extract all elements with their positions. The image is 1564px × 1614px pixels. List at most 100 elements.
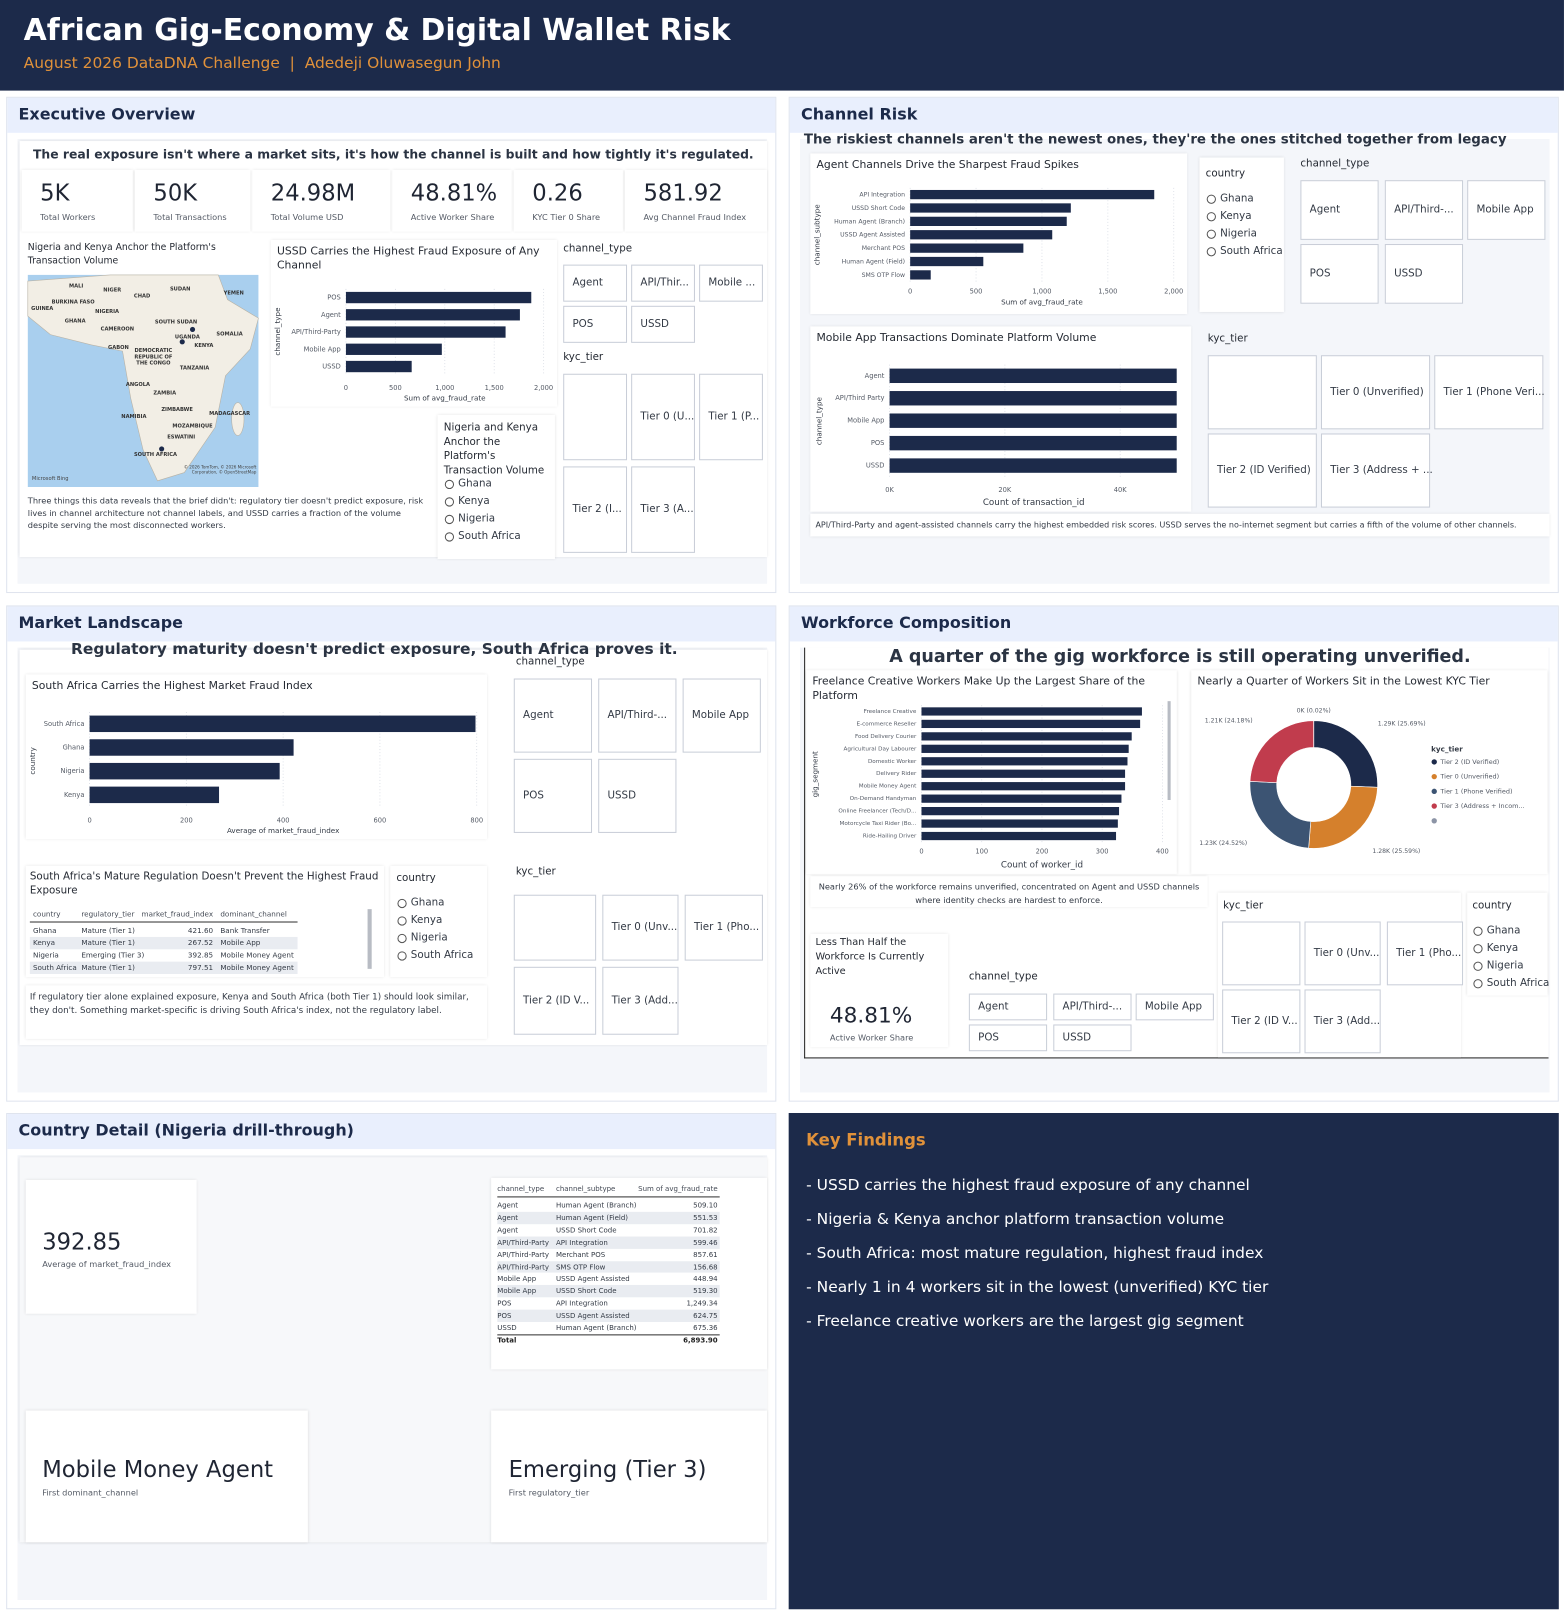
table-cell: Agent <box>497 1201 519 1210</box>
radio-button[interactable] <box>397 951 407 961</box>
map-label: SOUTH SUDAN <box>154 319 198 326</box>
chart-layer <box>27 274 259 488</box>
table-cell: USSD Agent Assisted <box>555 1311 630 1321</box>
radio-button[interactable] <box>444 514 455 525</box>
donut-slice <box>1313 720 1378 788</box>
bar <box>345 360 412 373</box>
slicer-title: channel_type <box>1300 158 1370 170</box>
slicer-tile[interactable]: API/Third-... <box>1384 180 1464 240</box>
bar <box>89 786 220 804</box>
radio-button[interactable] <box>1206 212 1216 222</box>
slicer-tile[interactable]: POS <box>968 1024 1048 1052</box>
slicer-tile[interactable]: Tier 2 (ID V... <box>513 966 597 1035</box>
bar <box>921 757 1128 766</box>
chart-title: Mobile App Transactions Dominate Platfor… <box>816 331 1097 344</box>
slicer-tile[interactable] <box>1207 355 1317 430</box>
table-cell: Nigeria <box>32 951 59 960</box>
slicer-tile[interactable]: Mobile ... <box>699 264 763 302</box>
slicer-tile[interactable]: Agent <box>513 678 593 753</box>
slicer-option: POS <box>1309 268 1331 280</box>
radio-button[interactable] <box>1473 926 1483 936</box>
radio-button[interactable] <box>1473 961 1483 971</box>
slicer-tile[interactable]: API/Third-... <box>1053 993 1132 1021</box>
kpi-card <box>392 169 512 232</box>
legend-marker <box>1431 773 1437 780</box>
x-tick-label: 400 <box>1156 847 1169 855</box>
radio-button[interactable] <box>1206 247 1216 257</box>
radio-button[interactable] <box>444 532 455 542</box>
table-cell: South Africa <box>32 963 77 972</box>
slicer-tile[interactable]: POS <box>513 758 593 833</box>
radio-button[interactable] <box>1206 194 1216 204</box>
slicer-tile[interactable]: Tier 0 (Unv... <box>602 894 679 961</box>
slicer-tile[interactable]: Agent <box>968 993 1048 1021</box>
slicer-tile[interactable]: Tier 1 (Phone Veri... <box>1434 355 1545 430</box>
slicer-tile[interactable]: POS <box>563 305 628 343</box>
slicer-tile[interactable]: Tier 1 (P... <box>699 373 763 461</box>
slicer-tile[interactable]: Tier 0 (U... <box>631 373 695 461</box>
slicer-tile[interactable]: USSD <box>1384 244 1464 304</box>
radio-button[interactable] <box>1206 229 1216 239</box>
slicer-tile[interactable]: Agent <box>1300 180 1379 240</box>
scrollbar <box>367 909 372 969</box>
slicer-tile[interactable]: Tier 1 (Pho... <box>1386 921 1464 986</box>
note: Three things this data reveals that the … <box>27 496 424 531</box>
bar <box>921 831 1117 841</box>
radio-button[interactable] <box>444 479 455 490</box>
kpi-card <box>513 169 623 232</box>
slicer-option: Tier 1 (P... <box>708 411 760 423</box>
y-tick-label: Agent <box>321 311 341 319</box>
kpi-label: Average of market_fraud_index <box>42 1259 172 1269</box>
slicer-tile[interactable]: Tier 2 (ID Verified) <box>1207 433 1317 508</box>
slicer-tile[interactable]: USSD <box>598 758 677 833</box>
slicer-option: USSD <box>640 318 669 330</box>
map-label: SOMALIA <box>216 331 243 338</box>
y-tick-label: Food Delivery Courier <box>855 734 917 740</box>
chart-title: Freelance Creative Workers Make Up the L… <box>812 675 1145 703</box>
x-tick-label: 2,000 <box>1164 287 1183 295</box>
slicer-tile[interactable]: Tier 1 (Pho... <box>684 894 763 961</box>
slicer-tile[interactable]: Tier 0 (Unverified) <box>1320 355 1431 430</box>
slicer-title: channel_type <box>563 243 633 255</box>
data-label: 0K (0.02%) <box>1297 707 1331 714</box>
slicer-tile[interactable]: Agent <box>563 264 628 302</box>
slicer-tile[interactable]: Tier 3 (Add... <box>602 966 679 1035</box>
slicer-tile[interactable]: Mobile App <box>682 678 761 753</box>
table-cell: Mature (Tier 1) <box>81 926 135 935</box>
slicer-tile[interactable]: Mobile App <box>1467 180 1546 240</box>
kpi-card <box>21 169 133 232</box>
radio-button[interactable] <box>397 916 407 926</box>
kpi-card <box>25 1179 197 1314</box>
slicer-tile[interactable] <box>1222 921 1301 986</box>
slicer-tile[interactable]: Tier 0 (Unv... <box>1304 921 1381 986</box>
x-tick-label: 500 <box>389 384 402 392</box>
slicer-option: Tier 2 (I... <box>572 503 622 516</box>
kpi-value: 48.81% <box>829 1002 913 1028</box>
table-rule <box>497 1334 720 1336</box>
slicer-tile[interactable] <box>513 894 597 961</box>
radio-button[interactable] <box>397 898 407 909</box>
radio-button[interactable] <box>397 933 407 944</box>
slicer-tile[interactable]: Tier 2 (ID V... <box>1222 989 1301 1054</box>
slicer-tile[interactable]: Mobile App <box>1135 993 1214 1021</box>
slicer-tile[interactable] <box>563 373 628 461</box>
y-axis-label: channel_subtype <box>813 204 822 266</box>
map-label: KENYA <box>194 342 214 350</box>
slicer-tile[interactable]: API/Thir... <box>631 264 695 302</box>
slicer-tile[interactable]: Tier 3 (Add... <box>1304 989 1381 1054</box>
chart-layer: 0K 20K 40K Agent API/Third Party Mobile App PO… <box>815 364 1177 508</box>
slicer-option: USSD <box>607 790 637 802</box>
radio-button[interactable] <box>444 497 455 507</box>
slicer-tile[interactable]: Tier 2 (I... <box>563 466 628 553</box>
slicer-tile[interactable]: POS <box>1300 244 1379 304</box>
radio-button[interactable] <box>1473 944 1483 954</box>
radio-button[interactable] <box>1473 979 1483 989</box>
slicer-tile[interactable]: API/Third-... <box>598 678 677 753</box>
slicer-tile[interactable]: USSD <box>1053 1024 1132 1052</box>
map-point <box>189 326 196 333</box>
slicer-tile[interactable]: Tier 3 (A... <box>631 466 695 553</box>
slicer-tile[interactable]: USSD <box>631 305 695 343</box>
slicer-tile[interactable]: Tier 3 (Address + ... <box>1320 433 1433 508</box>
slicer-option: USSD <box>1062 1032 1092 1044</box>
y-tick-label: USSD <box>866 462 885 470</box>
